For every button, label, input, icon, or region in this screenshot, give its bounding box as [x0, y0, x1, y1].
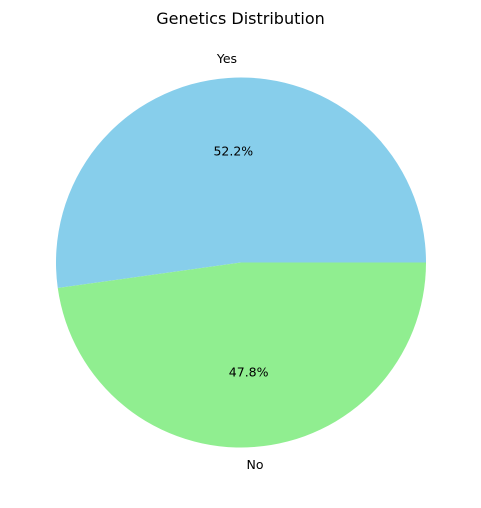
- pie-slice-no: [57, 262, 426, 448]
- pie-slices: [55, 77, 427, 448]
- chart-title: Genetics Distribution: [156, 9, 325, 28]
- slice-percent-yes: 52.2%: [213, 143, 253, 158]
- slice-label-yes: Yes: [216, 51, 237, 66]
- pie-slice-yes: [55, 77, 427, 288]
- slice-label-no: No: [247, 457, 264, 472]
- slice-percent-no: 47.8%: [229, 365, 269, 380]
- pie-labels: Yes 52.2% No 47.8%: [213, 51, 268, 472]
